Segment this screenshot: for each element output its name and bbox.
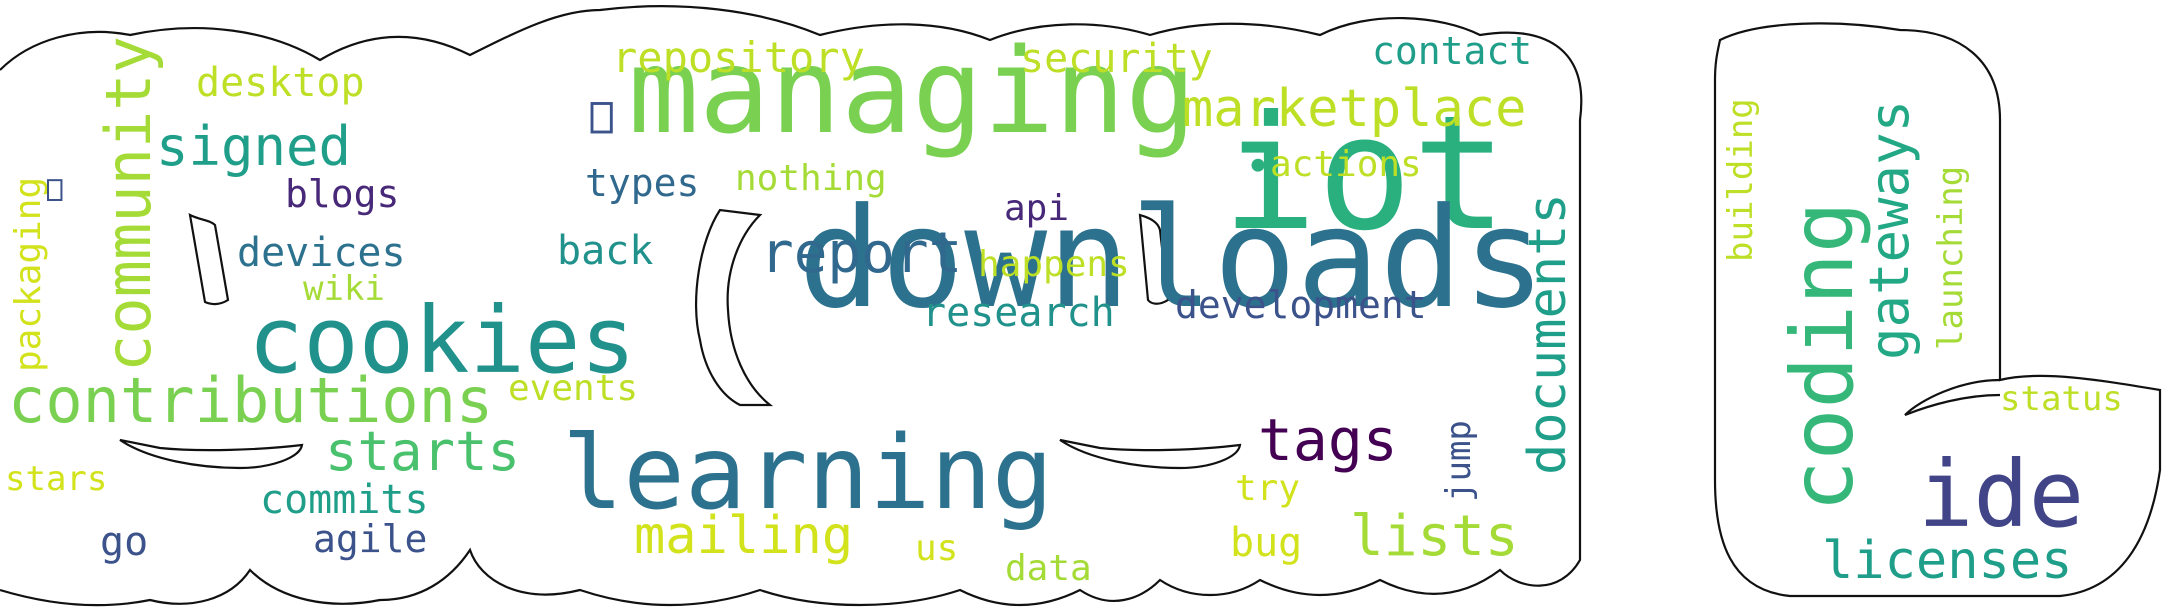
- word-report: report: [760, 221, 962, 286]
- word-jump: jump: [1439, 420, 1479, 502]
- word-try: try: [1235, 468, 1300, 509]
- word-managing: managing: [628, 22, 1196, 160]
- word-events: events: [508, 368, 638, 409]
- word-go: go: [100, 519, 148, 565]
- word-status: status: [2000, 379, 2123, 419]
- word-us: us: [915, 528, 958, 569]
- word-bug: bug: [1230, 520, 1302, 566]
- word-signed: signed: [156, 115, 351, 178]
- missing-glyph-icon: [590, 102, 613, 134]
- word-actions: actions: [1270, 144, 1422, 185]
- word-wiki: wiki: [303, 269, 385, 309]
- cloud-outline: [0, 5, 2162, 607]
- word-iot: iot: [1222, 82, 1507, 266]
- word-nothing: nothing: [735, 158, 887, 199]
- word-desktop: desktop: [196, 60, 365, 106]
- word-community: community: [92, 36, 165, 372]
- word-happens: happens: [978, 244, 1130, 285]
- word-stars: stars: [5, 459, 107, 499]
- word-research: research: [922, 290, 1115, 336]
- word-data: data: [1005, 548, 1092, 589]
- word-security: security: [1020, 36, 1213, 82]
- word-learning: learning: [562, 414, 1053, 533]
- word-launching: launching: [1931, 166, 1971, 350]
- word-mailing: mailing: [634, 506, 853, 566]
- word-gateways: gateways: [1858, 100, 1921, 360]
- word-documents: documents: [1518, 193, 1578, 475]
- missing-glyph-icon: [47, 179, 63, 202]
- word-coding: coding: [1773, 201, 1873, 512]
- word-lists: lists: [1350, 504, 1519, 569]
- word-api: api: [1004, 188, 1069, 229]
- word-contributions: contributions: [8, 364, 493, 437]
- word-building: building: [1721, 98, 1761, 262]
- word-back: back: [557, 228, 653, 274]
- word-marketplace: marketplace: [1182, 79, 1526, 139]
- word-packaging: packaging: [8, 177, 49, 372]
- word-starts: starts: [325, 420, 520, 483]
- word-types: types: [585, 161, 699, 205]
- word-contact: contact: [1372, 29, 1532, 73]
- word-downloads: downloads: [798, 178, 1546, 339]
- word-development: development: [1175, 283, 1427, 327]
- word-devices: devices: [237, 230, 406, 276]
- word-ide: ide: [1918, 441, 2084, 548]
- word-repository: repository: [612, 33, 865, 82]
- dot-icon: [1251, 158, 1265, 172]
- word-cookies: cookies: [248, 287, 636, 394]
- word-tags: tags: [1258, 406, 1398, 474]
- word-blogs: blogs: [285, 172, 399, 216]
- word-commits: commits: [260, 477, 429, 523]
- word-licenses: licenses: [1822, 531, 2072, 591]
- word-agile: agile: [313, 517, 427, 561]
